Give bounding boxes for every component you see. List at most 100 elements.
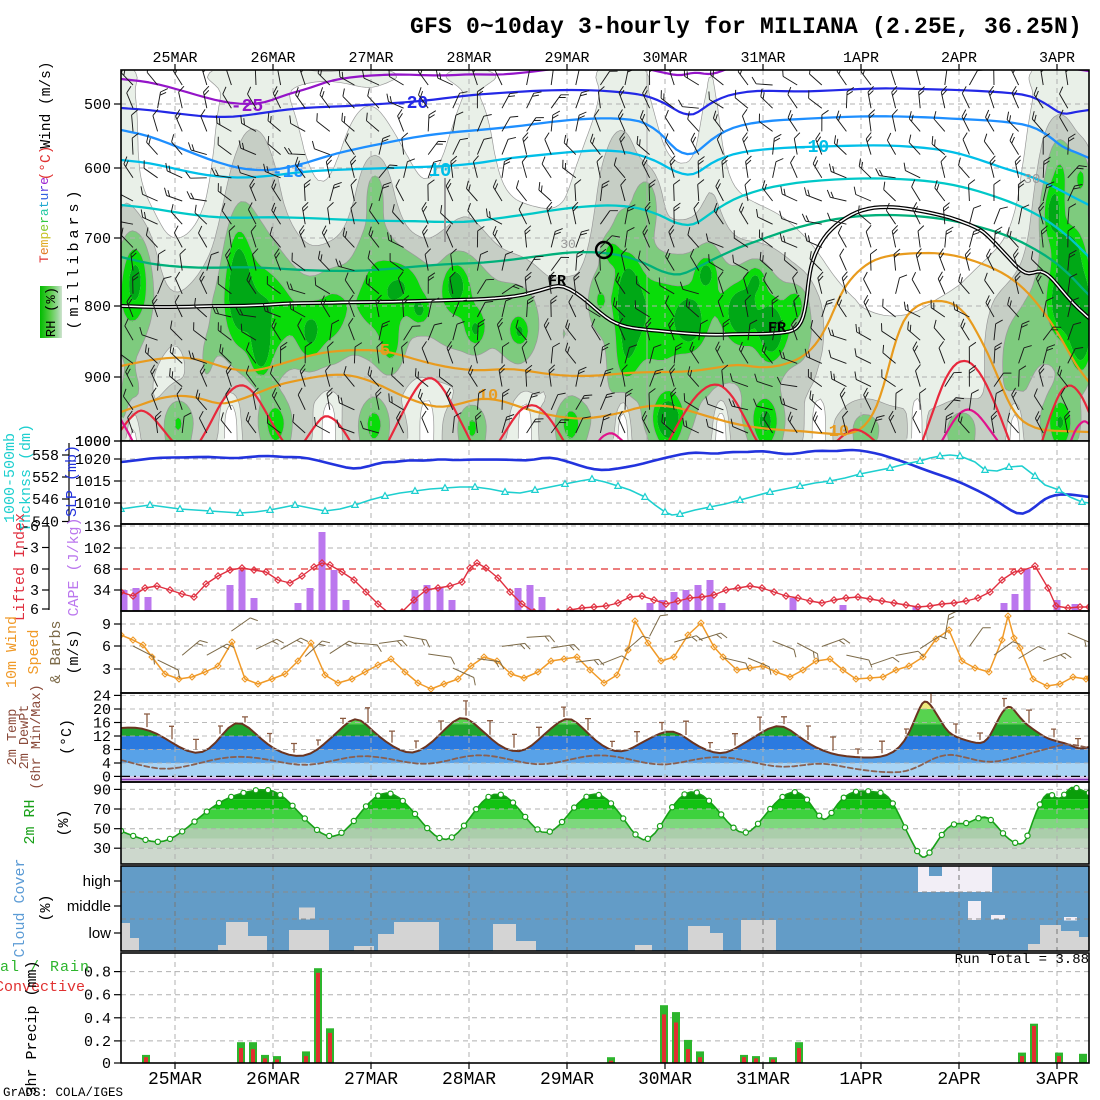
svg-text:26MAR: 26MAR — [250, 50, 295, 67]
svg-text:3hr Precip (mm): 3hr Precip (mm) — [24, 960, 41, 1095]
svg-text:0: 0 — [102, 769, 111, 786]
svg-text:540: 540 — [32, 515, 59, 532]
svg-text:29MAR: 29MAR — [540, 1070, 594, 1090]
svg-text:2m DewPt: 2m DewPt — [18, 705, 33, 770]
svg-text:Total / Rain: Total / Rain — [0, 959, 90, 976]
svg-text:& Barbs: & Barbs — [48, 620, 65, 683]
svg-text:1000: 1000 — [75, 434, 111, 451]
svg-text:10m Wind: 10m Wind — [4, 616, 21, 688]
svg-text:3: 3 — [30, 583, 39, 600]
svg-text:middle: middle — [67, 898, 111, 915]
svg-text:30MAR: 30MAR — [638, 1070, 692, 1090]
svg-text:Convective: Convective — [0, 979, 85, 996]
svg-text:Speed: Speed — [26, 629, 43, 674]
svg-text:Cloud Cover: Cloud Cover — [12, 858, 29, 957]
svg-text:(°C): (°C) — [39, 146, 55, 181]
svg-text:136: 136 — [84, 519, 111, 536]
svg-text:-10: -10 — [797, 138, 829, 158]
svg-text:30: 30 — [1024, 172, 1041, 188]
svg-text:2APR: 2APR — [937, 1070, 980, 1090]
svg-text:30: 30 — [93, 841, 111, 858]
svg-text:558: 558 — [32, 448, 59, 465]
svg-text:546: 546 — [32, 492, 59, 509]
svg-text:10: 10 — [429, 160, 452, 182]
svg-text:90: 90 — [93, 782, 111, 799]
svg-text:2APR: 2APR — [941, 50, 977, 67]
svg-text:102: 102 — [84, 541, 111, 558]
svg-text:1015: 1015 — [75, 474, 111, 491]
svg-text:700: 700 — [84, 231, 111, 248]
svg-text:0.8: 0.8 — [84, 965, 111, 982]
svg-text:68: 68 — [93, 562, 111, 579]
svg-text:2m RH: 2m RH — [22, 799, 39, 844]
svg-text:(%): (%) — [56, 809, 73, 836]
svg-text:low: low — [88, 925, 111, 942]
svg-text:0: 0 — [102, 1056, 111, 1073]
svg-text:27MAR: 27MAR — [344, 1070, 398, 1090]
svg-text:28MAR: 28MAR — [446, 50, 491, 67]
svg-text:70: 70 — [93, 802, 111, 819]
svg-text:31MAR: 31MAR — [736, 1070, 790, 1090]
svg-text:24: 24 — [93, 688, 111, 705]
svg-text:8: 8 — [102, 743, 111, 760]
svg-text:1000: 1000 — [75, 434, 111, 451]
svg-text:9: 9 — [102, 617, 111, 634]
svg-text:1APR: 1APR — [839, 1070, 882, 1090]
svg-text:(m/s): (m/s) — [66, 629, 83, 674]
svg-text:1000-500mb: 1000-500mb — [2, 433, 19, 523]
svg-text:28MAR: 28MAR — [442, 1070, 496, 1090]
svg-text:20: 20 — [93, 702, 111, 719]
svg-text:34: 34 — [93, 583, 111, 600]
svg-text:16: 16 — [93, 716, 111, 733]
svg-text:500: 500 — [84, 97, 111, 114]
svg-text:5: 5 — [380, 342, 390, 361]
svg-text:1APR: 1APR — [843, 50, 879, 67]
svg-text:0.2: 0.2 — [84, 1034, 111, 1051]
svg-text:30: 30 — [560, 237, 576, 252]
svg-text:552: 552 — [32, 470, 59, 487]
svg-text:2m Temp: 2m Temp — [6, 709, 21, 766]
svg-text:30MAR: 30MAR — [642, 50, 687, 67]
svg-text:12: 12 — [93, 729, 111, 746]
svg-text:0: 0 — [30, 562, 39, 579]
svg-text:CAPE (J/kg): CAPE (J/kg) — [66, 517, 83, 616]
svg-text:25MAR: 25MAR — [152, 50, 197, 67]
svg-text:-15: -15 — [272, 163, 304, 183]
svg-text:3: 3 — [102, 662, 111, 679]
svg-text:Thcknss (dm): Thcknss (dm) — [18, 424, 35, 532]
svg-text:600: 600 — [84, 161, 111, 178]
svg-text:6: 6 — [30, 602, 39, 619]
svg-text:50: 50 — [93, 822, 111, 839]
svg-text:(millibars): (millibars) — [66, 186, 83, 329]
svg-text:1010: 1010 — [75, 496, 111, 513]
svg-text:10: 10 — [829, 423, 849, 442]
svg-text:(6hr Min/Max): (6hr Min/Max) — [30, 684, 45, 789]
svg-text:1020: 1020 — [75, 452, 111, 469]
svg-text:-20: -20 — [396, 94, 428, 114]
svg-text:-3: -3 — [21, 541, 39, 558]
svg-text:0.4: 0.4 — [84, 1011, 111, 1028]
svg-text:31MAR: 31MAR — [740, 50, 785, 67]
svg-text:GrADS: COLA/IGES: GrADS: COLA/IGES — [3, 1086, 123, 1100]
svg-text:FR: FR — [768, 320, 786, 337]
svg-text:Lifted Index: Lifted Index — [12, 513, 29, 621]
svg-text:-6: -6 — [21, 519, 39, 536]
svg-text:26MAR: 26MAR — [246, 1070, 300, 1090]
svg-text:RH (%): RH (%) — [44, 287, 60, 337]
svg-text:Run Total = 3.88: Run Total = 3.88 — [955, 952, 1089, 968]
svg-text:27MAR: 27MAR — [348, 50, 393, 67]
svg-text:Wind (m/s): Wind (m/s) — [39, 61, 55, 148]
svg-text:Temperature: Temperature — [37, 177, 52, 263]
svg-text:0.6: 0.6 — [84, 988, 111, 1005]
svg-text:GFS 0~10day 3-hourly for MILIA: GFS 0~10day 3-hourly for MILIANA (2.25E,… — [410, 14, 1082, 40]
svg-text:10: 10 — [478, 387, 498, 406]
svg-text:25MAR: 25MAR — [148, 1070, 202, 1090]
svg-text:29MAR: 29MAR — [544, 50, 589, 67]
svg-text:800: 800 — [84, 299, 111, 316]
svg-text:high: high — [83, 873, 111, 890]
svg-text:4: 4 — [102, 756, 111, 773]
svg-text:(%): (%) — [38, 894, 55, 921]
svg-text:6: 6 — [102, 639, 111, 656]
svg-text:-25: -25 — [231, 97, 263, 117]
svg-text:3APR: 3APR — [1035, 1070, 1078, 1090]
